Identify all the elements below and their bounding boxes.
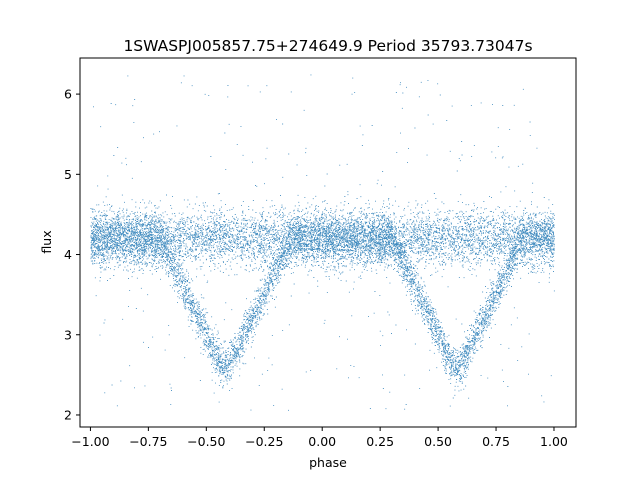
y-axis-ticks: 2 3 4 5 6 bbox=[64, 87, 80, 422]
x-axis-label: phase bbox=[309, 455, 347, 470]
x-tick-label: 0.75 bbox=[482, 434, 510, 449]
y-tick-label: 2 bbox=[64, 407, 72, 422]
x-tick-label: −0.75 bbox=[129, 434, 167, 449]
x-tick-label: −0.25 bbox=[245, 434, 283, 449]
y-axis-label: flux bbox=[39, 230, 54, 253]
scatter-points bbox=[90, 74, 555, 411]
x-tick-label: −0.50 bbox=[187, 434, 225, 449]
plot-frame bbox=[79, 57, 577, 428]
y-tick-label: 6 bbox=[64, 87, 72, 102]
y-tick-label: 5 bbox=[64, 167, 72, 182]
y-tick-label: 4 bbox=[64, 247, 72, 262]
x-tick-label: −1.00 bbox=[71, 434, 109, 449]
x-tick-label: 0.25 bbox=[366, 434, 394, 449]
flux-data-points bbox=[90, 74, 555, 411]
x-tick-label: 0.50 bbox=[424, 434, 452, 449]
x-tick-label: 0.00 bbox=[308, 434, 336, 449]
x-tick-label: 1.00 bbox=[540, 434, 568, 449]
x-axis-ticks: −1.00 −0.75 −0.50 −0.25 0.00 0.25 0.50 0.75 1.00 bbox=[71, 427, 568, 449]
y-tick-label: 3 bbox=[64, 327, 72, 342]
chart-title: 1SWASPJ005857.75+274649.9 Period 35793.7… bbox=[123, 37, 532, 55]
plot-area bbox=[79, 57, 577, 428]
